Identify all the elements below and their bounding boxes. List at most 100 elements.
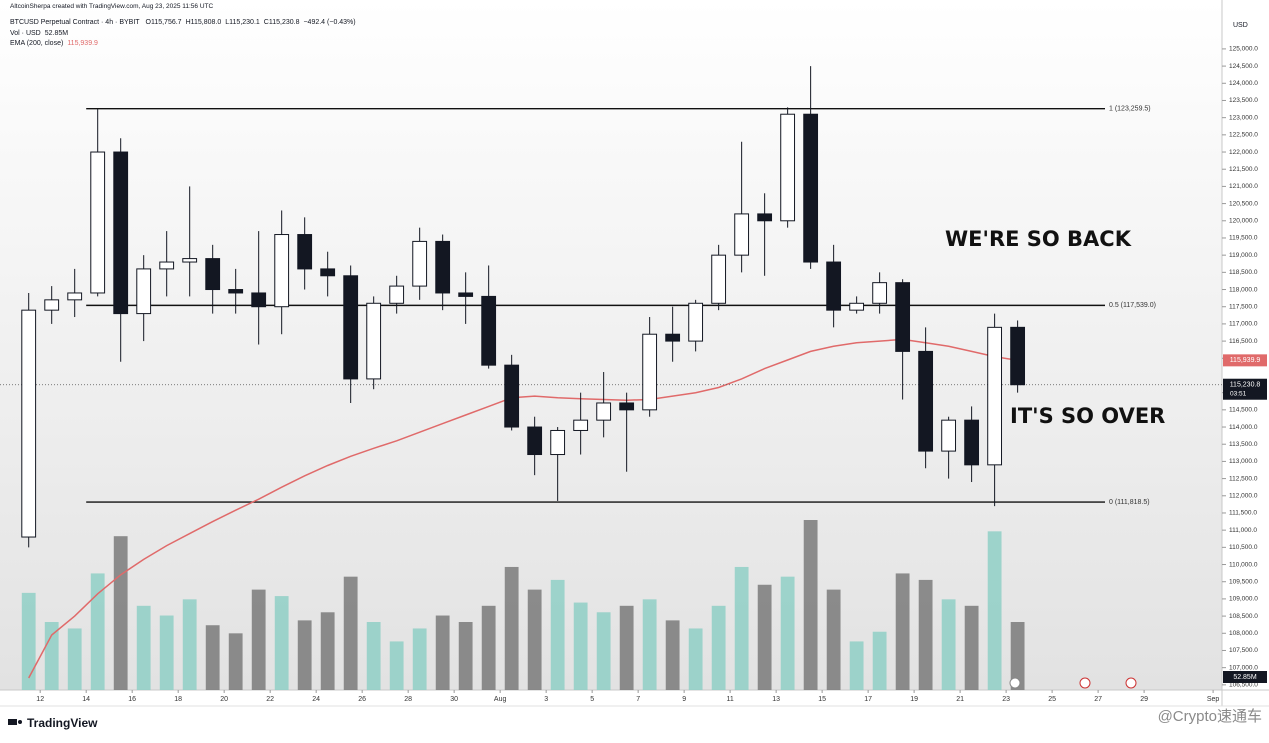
y-tick-label: 113,500.0 bbox=[1229, 441, 1258, 448]
y-tick-label: 112,000.0 bbox=[1229, 493, 1258, 500]
y-tick-label: 113,000.0 bbox=[1229, 458, 1258, 465]
volume-bar bbox=[320, 612, 335, 690]
candle-body bbox=[481, 295, 497, 366]
candle-body bbox=[366, 302, 382, 380]
candle-body bbox=[343, 275, 359, 380]
x-tick-label: 3 bbox=[544, 696, 548, 703]
y-tick-label: 112,500.0 bbox=[1229, 475, 1258, 482]
candle-body bbox=[803, 113, 819, 263]
y-tick-label: 107,000.0 bbox=[1229, 664, 1258, 671]
volume-bar bbox=[44, 622, 59, 690]
ema-line: EMA (200, close) 115,939.9 bbox=[10, 40, 102, 47]
plot-layer: 1 (123,259.5) 0.5 (117,539.0) 0 (111,818.5… bbox=[0, 66, 1222, 690]
volume-bar bbox=[987, 531, 1002, 690]
candle-body bbox=[1010, 326, 1026, 386]
candle-body bbox=[941, 419, 957, 452]
last-price-label: 115,230.8 bbox=[1230, 382, 1261, 389]
volume-bar bbox=[711, 605, 726, 690]
candle-body bbox=[849, 302, 865, 311]
last-price-box bbox=[1223, 378, 1267, 400]
candle-body bbox=[596, 402, 612, 421]
y-tick-label: 110,000.0 bbox=[1229, 561, 1258, 568]
x-tick-label: 17 bbox=[864, 696, 872, 703]
candle-body bbox=[297, 234, 313, 270]
y-tick-label: 106,500.0 bbox=[1229, 682, 1258, 689]
volume-bar bbox=[67, 628, 82, 690]
volume-bar bbox=[964, 605, 979, 690]
ohlc: O115,756.7 bbox=[145, 19, 182, 26]
fib-label: 1 (123,259.5) bbox=[1109, 106, 1151, 113]
ema-price-label: 115,939.9 bbox=[1230, 357, 1261, 364]
y-tick-label: 117,500.0 bbox=[1229, 303, 1258, 310]
y-tick-label: 124,500.0 bbox=[1229, 63, 1258, 70]
volume-bar bbox=[412, 628, 427, 690]
candle-body bbox=[274, 234, 290, 308]
x-tick-label: 14 bbox=[82, 696, 90, 703]
x-tick-label: 13 bbox=[772, 696, 780, 703]
candle-body bbox=[711, 254, 727, 304]
candle-body bbox=[987, 326, 1003, 466]
volume-bar bbox=[343, 576, 358, 690]
candle-body bbox=[780, 113, 796, 222]
volume-bar bbox=[573, 602, 588, 690]
volume-bar bbox=[458, 622, 473, 690]
x-tick-label: 24 bbox=[312, 696, 320, 703]
y-tick-label: 118,500.0 bbox=[1229, 269, 1258, 276]
event-icon bbox=[1009, 677, 1021, 689]
volume-bar bbox=[366, 622, 381, 690]
candle-body bbox=[757, 213, 773, 222]
volume-bar bbox=[527, 589, 542, 690]
credit: AltcoinSherpa created with TradingView.c… bbox=[10, 3, 214, 10]
brand-logo: TradingView bbox=[8, 716, 98, 730]
volume-bar bbox=[228, 633, 243, 690]
x-tick-label: Aug bbox=[494, 696, 507, 703]
volume-bar bbox=[251, 589, 266, 690]
y-tick-label: 111,500.0 bbox=[1229, 510, 1257, 517]
y-tick-label: 110,500.0 bbox=[1229, 544, 1258, 551]
price-axis-background bbox=[1222, 0, 1269, 706]
y-tick-label: 108,000.0 bbox=[1229, 630, 1258, 637]
volume-bar bbox=[803, 520, 818, 690]
volume-bar bbox=[826, 589, 841, 690]
x-tick-label: 12 bbox=[36, 696, 44, 703]
volume-bar bbox=[941, 599, 956, 690]
ohlc: −492.4 (−0.43%) bbox=[303, 19, 356, 26]
candle-body bbox=[734, 213, 750, 256]
plot-background bbox=[0, 0, 1222, 690]
x-tick-label: 11 bbox=[726, 696, 733, 703]
fib-label: 0 (111,818.5) bbox=[1109, 499, 1150, 506]
watermark: @Crypto速通车 bbox=[1158, 708, 1262, 725]
volume-bar bbox=[205, 625, 220, 690]
x-tick-label: 16 bbox=[128, 696, 136, 703]
volume-bar bbox=[113, 536, 128, 690]
volume-title: Vol · USD bbox=[10, 30, 41, 37]
volume-bar bbox=[665, 620, 680, 690]
x-tick-label: 15 bbox=[818, 696, 826, 703]
y-tick-label: 121,000.0 bbox=[1229, 183, 1258, 190]
volume-bar bbox=[895, 573, 910, 690]
x-tick-label: 5 bbox=[590, 696, 594, 703]
y-tick-label: 107,500.0 bbox=[1229, 647, 1258, 654]
volume-bar bbox=[619, 605, 634, 690]
y-tick-label: 111,000.0 bbox=[1229, 527, 1257, 534]
volume-bar bbox=[136, 605, 151, 690]
candle-body bbox=[688, 302, 704, 342]
y-tick-label: 124,000.0 bbox=[1229, 80, 1258, 87]
y-tick-label: 108,500.0 bbox=[1229, 613, 1258, 620]
candle-body bbox=[619, 402, 635, 411]
candle-body bbox=[895, 282, 911, 352]
symbol: BTCUSD Perpetual Contract · 4h · BYBIT bbox=[10, 19, 140, 26]
x-tick-label: 9 bbox=[682, 696, 686, 703]
volume-bar bbox=[757, 584, 772, 690]
volume-bar bbox=[1010, 622, 1025, 690]
x-tick-label: 25 bbox=[1048, 696, 1056, 703]
ema-price-box bbox=[1223, 354, 1267, 367]
candle-body bbox=[527, 426, 543, 456]
volume-value: 52.85M bbox=[44, 30, 69, 37]
candle-body bbox=[251, 292, 267, 308]
fib-label: 0.5 (117,539.0) bbox=[1109, 302, 1156, 309]
candle-body bbox=[90, 151, 106, 294]
candle-body bbox=[435, 240, 451, 294]
y-tick-label: 118,000.0 bbox=[1229, 286, 1258, 293]
candle-body bbox=[872, 282, 888, 304]
